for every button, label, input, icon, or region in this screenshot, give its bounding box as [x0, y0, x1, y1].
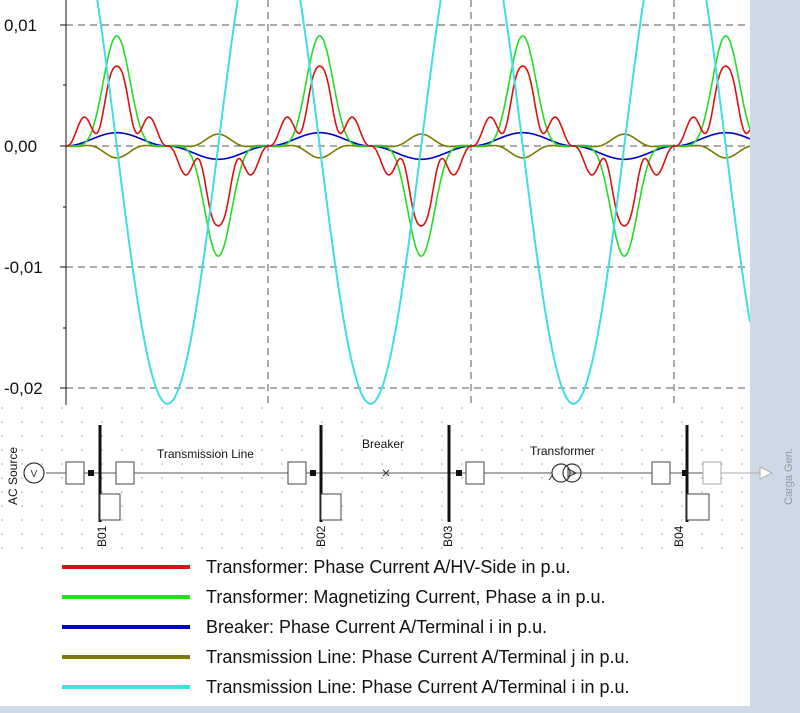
legend-item[interactable]: Transformer: Phase Current A/HV-Side in …	[62, 554, 571, 580]
bus-b03[interactable]: B03	[441, 425, 455, 547]
legend-label: Transmission Line: Phase Current A/Termi…	[206, 676, 630, 697]
series-line	[66, 131, 750, 161]
bus-b02[interactable]: B02	[314, 425, 342, 547]
transformer-label: Transformer	[530, 444, 595, 458]
svg-text:V: V	[31, 469, 38, 480]
y-tick-label: -0,01	[4, 258, 43, 277]
y-tick-label: 0,00	[4, 137, 37, 156]
legend-label: Transformer: Magnetizing Current, Phase …	[206, 586, 606, 607]
workspace-background	[750, 0, 800, 713]
series-line	[96, 0, 750, 405]
svg-text:B03: B03	[441, 525, 455, 547]
legend-label: Transformer: Phase Current A/HV-Side in …	[206, 556, 571, 577]
switch-box-2[interactable]	[115, 461, 135, 485]
svg-text:B02: B02	[314, 525, 328, 547]
diagram-grid	[0, 405, 750, 553]
switch-box-5[interactable]	[651, 461, 671, 485]
transmission-line-label: Transmission Line	[157, 447, 254, 461]
series-line	[66, 35, 750, 257]
waveform-plot[interactable]: 0,01 0,00 -0,01 -0,02	[0, 0, 750, 405]
legend-item[interactable]: Transmission Line: Phase Current A/Termi…	[62, 674, 630, 700]
switch-box-4[interactable]	[465, 461, 485, 485]
switch-box-3[interactable]	[287, 461, 307, 485]
chart-legend: Transformer: Phase Current A/HV-Side in …	[0, 550, 750, 710]
svg-text:B01: B01	[95, 525, 109, 547]
transformer-icon[interactable]	[548, 463, 582, 483]
bus-b04[interactable]: B04	[672, 425, 710, 547]
y-tick-label: 0,01	[4, 16, 37, 35]
series-line	[66, 65, 750, 227]
legend-swatch	[62, 685, 190, 689]
load-arrow-icon[interactable]	[759, 466, 774, 480]
single-line-diagram[interactable]: AC Source V B01 B02 B03 B04 Transmission…	[0, 405, 800, 555]
legend-swatch	[62, 595, 190, 599]
legend-label: Transmission Line: Phase Current A/Termi…	[206, 646, 630, 667]
switch-box-1[interactable]	[65, 461, 85, 485]
svg-text:B04: B04	[672, 525, 686, 547]
legend-item[interactable]: Breaker: Phase Current A/Terminal i in p…	[62, 614, 547, 640]
plot-grid	[66, 0, 750, 405]
breaker-icon[interactable]	[382, 469, 390, 477]
node	[456, 470, 462, 476]
node	[310, 470, 316, 476]
source-label: AC Source	[6, 447, 20, 505]
node	[88, 470, 94, 476]
y-axis: 0,01 0,00 -0,01 -0,02	[4, 0, 67, 405]
legend-item[interactable]: Transmission Line: Phase Current A/Termi…	[62, 644, 630, 670]
ac-source-icon[interactable]: V	[23, 462, 45, 484]
plot-series	[66, 0, 750, 405]
legend-label: Breaker: Phase Current A/Terminal i in p…	[206, 616, 548, 637]
bus-b01[interactable]: B01	[95, 425, 121, 547]
legend-item[interactable]: Transformer: Magnetizing Current, Phase …	[62, 584, 606, 610]
window-bottom-border	[0, 706, 800, 713]
node	[682, 470, 688, 476]
switch-box-6[interactable]	[702, 461, 722, 485]
load-label: Carga Gen.	[783, 448, 795, 505]
legend-swatch	[62, 625, 190, 629]
legend-swatch	[62, 655, 190, 659]
legend-swatch	[62, 565, 190, 569]
y-tick-label: -0,02	[4, 379, 43, 398]
breaker-label: Breaker	[362, 437, 404, 451]
